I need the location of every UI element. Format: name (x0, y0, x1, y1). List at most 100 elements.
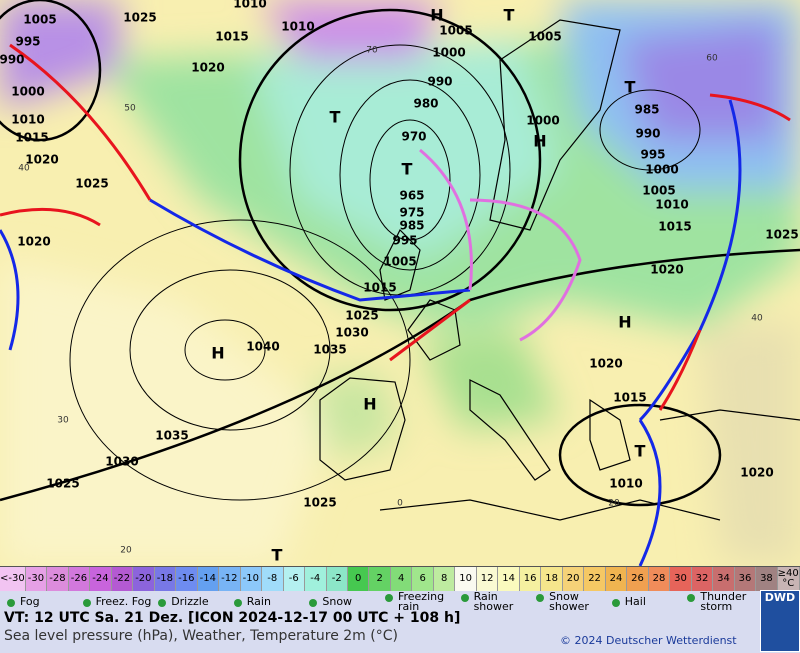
pressure-center: T (625, 78, 636, 97)
logo-text: DWD (764, 591, 796, 604)
temperature-label: 20 (120, 546, 132, 556)
isobar-label: 1025 (345, 309, 378, 323)
pressure-center: T (504, 6, 515, 25)
color-scale: <-30 -30 -28 -26 -24 -22 -20 -18 -16 -14 -12 -10 -8-… (0, 566, 800, 591)
temperature-label: 20 (608, 499, 620, 509)
scale-cell: 26 (627, 567, 649, 591)
temperature-label: 40 (18, 164, 30, 174)
isobar-label: 1005 (528, 30, 561, 44)
isobar-label: 965 (399, 189, 424, 203)
scale-cell: -6 (283, 567, 306, 591)
temperature-label: 0 (397, 499, 403, 509)
scale-cell: 2 (369, 567, 391, 591)
scale-cell: <-30 (0, 567, 26, 591)
isobar-label: 990 (427, 75, 452, 89)
scale-cell: 12 (476, 567, 499, 591)
pressure-center: H (618, 313, 631, 332)
isobar-label: 1015 (658, 220, 691, 234)
scale-cell: -22 (111, 567, 134, 591)
scale-cell: -20 (133, 567, 155, 591)
isobar-label: 985 (399, 219, 424, 233)
isobar-label: 980 (413, 97, 438, 111)
fronts (0, 43, 791, 567)
isobar-label: 990 (0, 53, 25, 67)
isobar-label: 1010 (655, 198, 688, 212)
temperature-label: 50 (124, 104, 136, 114)
isobar-label: 1015 (215, 30, 248, 44)
isobar-label: 1005 (23, 13, 56, 27)
weather-legend: Fog Freez. Fog Drizzle Rain Snow Freezing rai… (0, 591, 760, 613)
isobar-label: 1015 (613, 391, 646, 405)
scale-cell: 6 (412, 567, 434, 591)
legend-item: Thunder storm (684, 591, 760, 612)
valid-time: VT: 12 UTC Sa. 21 Dez. [ICON 2024-12-17 … (4, 610, 461, 626)
scale-cell: 28 (648, 567, 671, 591)
legend-item: Hail (609, 596, 685, 607)
weather-map: 1005 102510101010101510209959901000101010… (0, 0, 800, 567)
isobar-label: 1025 (46, 477, 79, 491)
temperature-label: 40 (751, 314, 763, 324)
scale-cell: -26 (68, 567, 91, 591)
pressure-center: H (430, 6, 443, 25)
pressure-center: T (272, 546, 283, 565)
isobar-label: 1030 (105, 455, 138, 469)
legend-item: Freez. Fog (80, 596, 156, 607)
scale-cell: 10 (455, 567, 477, 591)
isobar-label: 1025 (303, 496, 336, 510)
isobar-label: 995 (15, 35, 40, 49)
isobar-label: 1010 (11, 113, 44, 127)
legend-item: Freezing rain (382, 591, 458, 612)
isobar-label: 1005 (642, 184, 675, 198)
pressure-center: H (533, 132, 546, 151)
isobar-label: 1000 (645, 163, 678, 177)
pressure-center: T (402, 160, 413, 179)
scale-cell: -18 (154, 567, 177, 591)
scale-cell: 24 (605, 567, 628, 591)
isobar-label: 1020 (650, 263, 683, 277)
isobar-label: 1015 (15, 131, 48, 145)
isobar-label: 1040 (246, 340, 279, 354)
scale-cell: -28 (47, 567, 69, 591)
isobar-label: 1005 (383, 255, 416, 269)
scale-cell: -14 (197, 567, 220, 591)
scale-cell: 0 (347, 567, 370, 591)
scale-cell: 38 (756, 567, 778, 591)
isobar-label: 995 (640, 148, 665, 162)
isobar-label: 985 (634, 103, 659, 117)
isobar-label: 1000 (526, 114, 559, 128)
isobar-label: 1000 (432, 46, 465, 60)
isobar-label: 1010 (609, 477, 642, 491)
isobar-label: 1010 (281, 20, 314, 34)
copyright: © 2024 Deutscher Wetterdienst (560, 634, 737, 647)
isobar-label: 1015 (363, 281, 396, 295)
scale-cell: -8 (262, 567, 284, 591)
isobar-label: 1020 (589, 357, 622, 371)
scale-cell: 34 (713, 567, 735, 591)
scale-cell: 18 (541, 567, 563, 591)
isobar-label: 1025 (123, 11, 156, 25)
scale-cell: 36 (734, 567, 757, 591)
description: Sea level pressure (hPa), Weather, Tempe… (4, 628, 398, 644)
scale-cell: 4 (390, 567, 413, 591)
legend-item: Snow (306, 596, 382, 607)
isobar-label: 1020 (740, 466, 773, 480)
scale-cell: -4 (305, 567, 327, 591)
isobar-label: 1025 (75, 177, 108, 191)
scale-cell: 30 (670, 567, 692, 591)
scale-cell: -30 (25, 567, 48, 591)
legend-item: Rain shower (458, 591, 534, 612)
legend-panel: <-30 -30 -28 -26 -24 -22 -20 -18 -16 -14 -12 -10 -8-… (0, 566, 800, 653)
isobar-label: 1020 (25, 153, 58, 167)
temperature-label: 70 (366, 46, 378, 56)
legend-item: Drizzle (155, 596, 231, 607)
legend-item: Rain (231, 596, 307, 607)
isobar-label: 975 (399, 206, 424, 220)
scale-cell: -2 (326, 567, 348, 591)
scale-cell: 32 (691, 567, 714, 591)
isobar-label: 1035 (313, 343, 346, 357)
isobar-label: 1000 (11, 85, 44, 99)
temperature-label: 60 (706, 54, 718, 64)
temperature-field (0, 0, 800, 566)
temperature-label: 30 (57, 416, 69, 426)
